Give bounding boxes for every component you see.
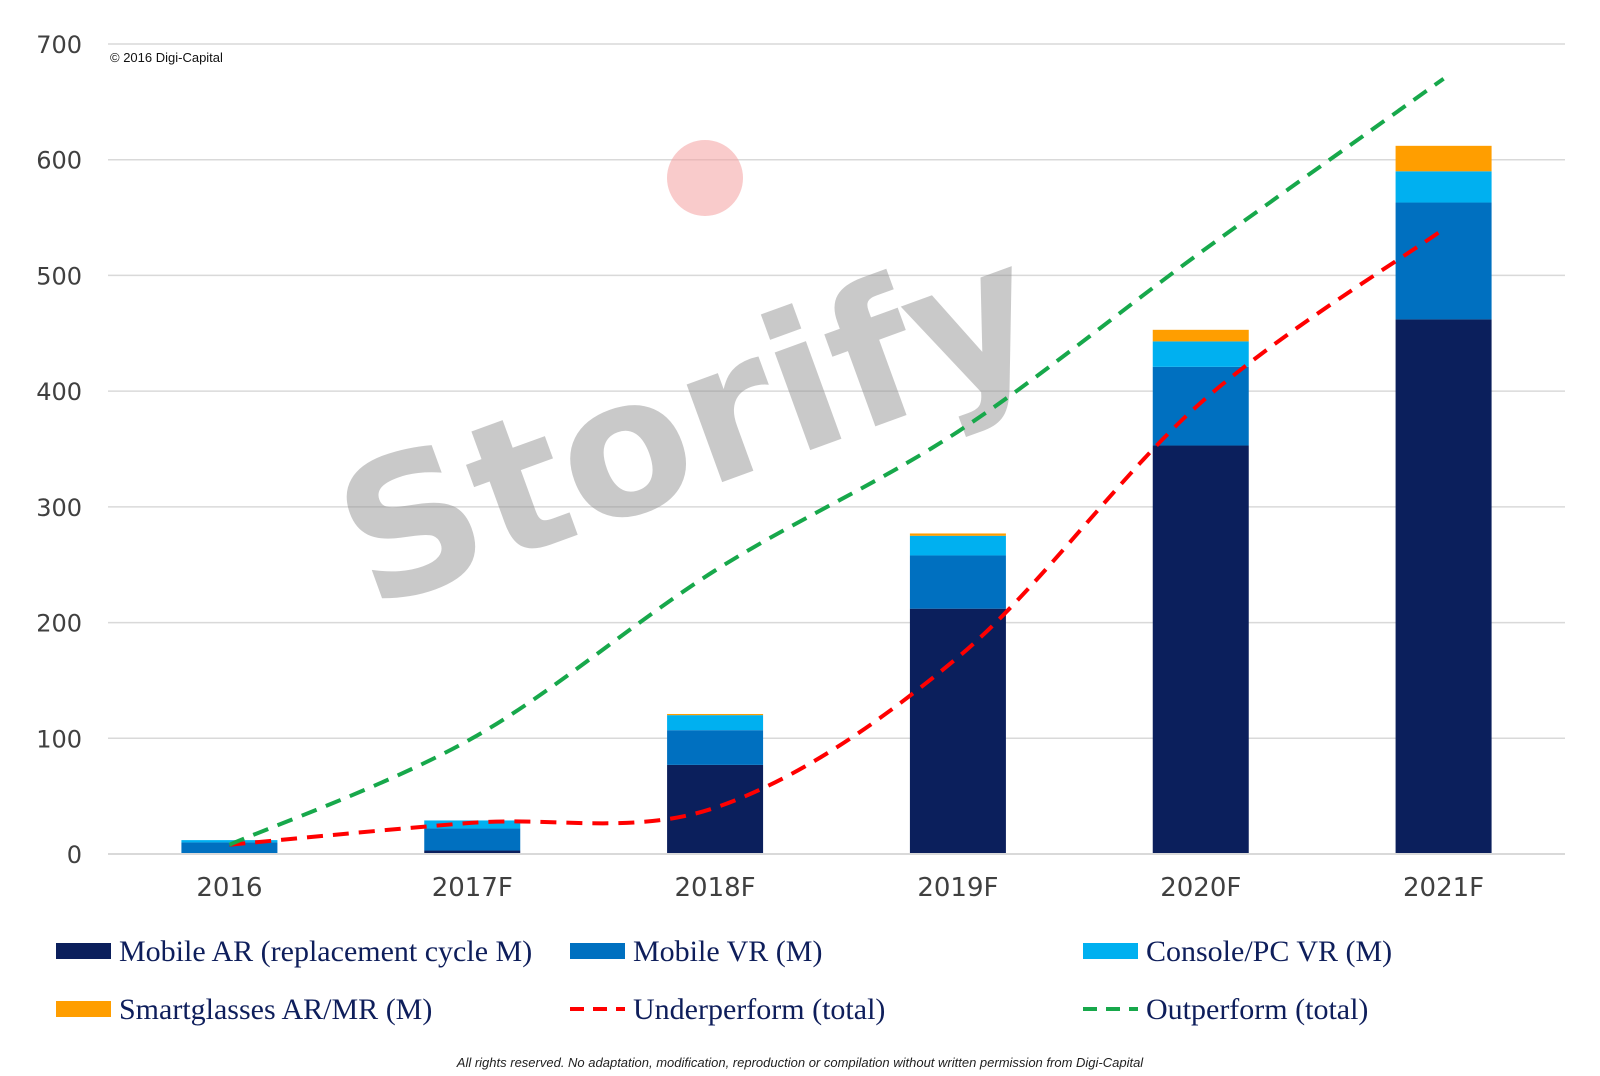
copyright-text: © 2016 Digi-Capital [110, 50, 223, 65]
bar-segment [1395, 319, 1492, 854]
bar-segment [1152, 341, 1249, 367]
bar-segment [181, 840, 278, 843]
bar-segment [1395, 171, 1492, 203]
bar-segment [909, 535, 1006, 556]
x-tick-label: 2016 [196, 873, 262, 903]
bar-segment [667, 730, 764, 765]
x-tick-label: 2018F [675, 873, 756, 903]
x-tick-label: 2021F [1403, 873, 1484, 903]
trend-line [229, 227, 1445, 847]
legend-label: Console/PC VR (M) [1146, 935, 1392, 968]
bar-segment [1152, 366, 1249, 446]
bar-segment [667, 715, 764, 731]
x-tick-label: 2019F [917, 873, 998, 903]
legend-label: Mobile AR (replacement cycle M) [119, 935, 532, 968]
bar-segment [1395, 202, 1492, 320]
trend-lines [228, 77, 1445, 847]
y-tick-label: 700 [36, 31, 82, 59]
bar-segment [424, 828, 521, 851]
x-axis-ticks: 2016 2017F 2018F 2019F 2020F 2021F [196, 873, 1484, 903]
legend-swatch [1083, 943, 1138, 959]
bar-segment [1395, 145, 1492, 172]
bar-segment [424, 850, 521, 854]
y-axis-ticks: 0 100 200 300 400 500 600 700 [36, 31, 82, 869]
bars [181, 145, 1492, 854]
x-tick-label: 2020F [1160, 873, 1241, 903]
y-tick-label: 200 [36, 610, 82, 638]
bar-segment [909, 608, 1006, 854]
y-tick-label: 0 [67, 841, 82, 869]
bar-segment [1152, 445, 1249, 854]
grid-lines [108, 43, 1565, 740]
trend-line [228, 77, 1445, 847]
bar-segment [667, 764, 764, 854]
legend-swatch [570, 943, 625, 959]
bar-segment [1152, 329, 1249, 342]
y-tick-label: 600 [36, 147, 82, 175]
bar-segment [909, 533, 1006, 536]
legend-label: Mobile VR (M) [633, 935, 822, 968]
footer-text: All rights reserved. No adaptation, modi… [456, 1055, 1145, 1070]
watermark-logo-icon [667, 140, 743, 216]
y-tick-label: 400 [36, 378, 82, 406]
legend-swatch [56, 1001, 111, 1017]
bar-segment [909, 555, 1006, 609]
y-tick-label: 100 [36, 725, 82, 753]
legend-swatch [56, 943, 111, 959]
x-tick-label: 2017F [432, 873, 513, 903]
y-tick-label: 300 [36, 494, 82, 522]
legend-label: Underperform (total) [633, 993, 885, 1026]
legend-label: Smartglasses AR/MR (M) [119, 993, 432, 1026]
bar-segment [667, 713, 764, 716]
y-tick-label: 500 [36, 262, 82, 290]
legend-label: Outperform (total) [1146, 993, 1368, 1026]
bar-segment [181, 842, 278, 854]
legend: Mobile AR (replacement cycle M) Mobile VR… [56, 935, 1392, 1026]
